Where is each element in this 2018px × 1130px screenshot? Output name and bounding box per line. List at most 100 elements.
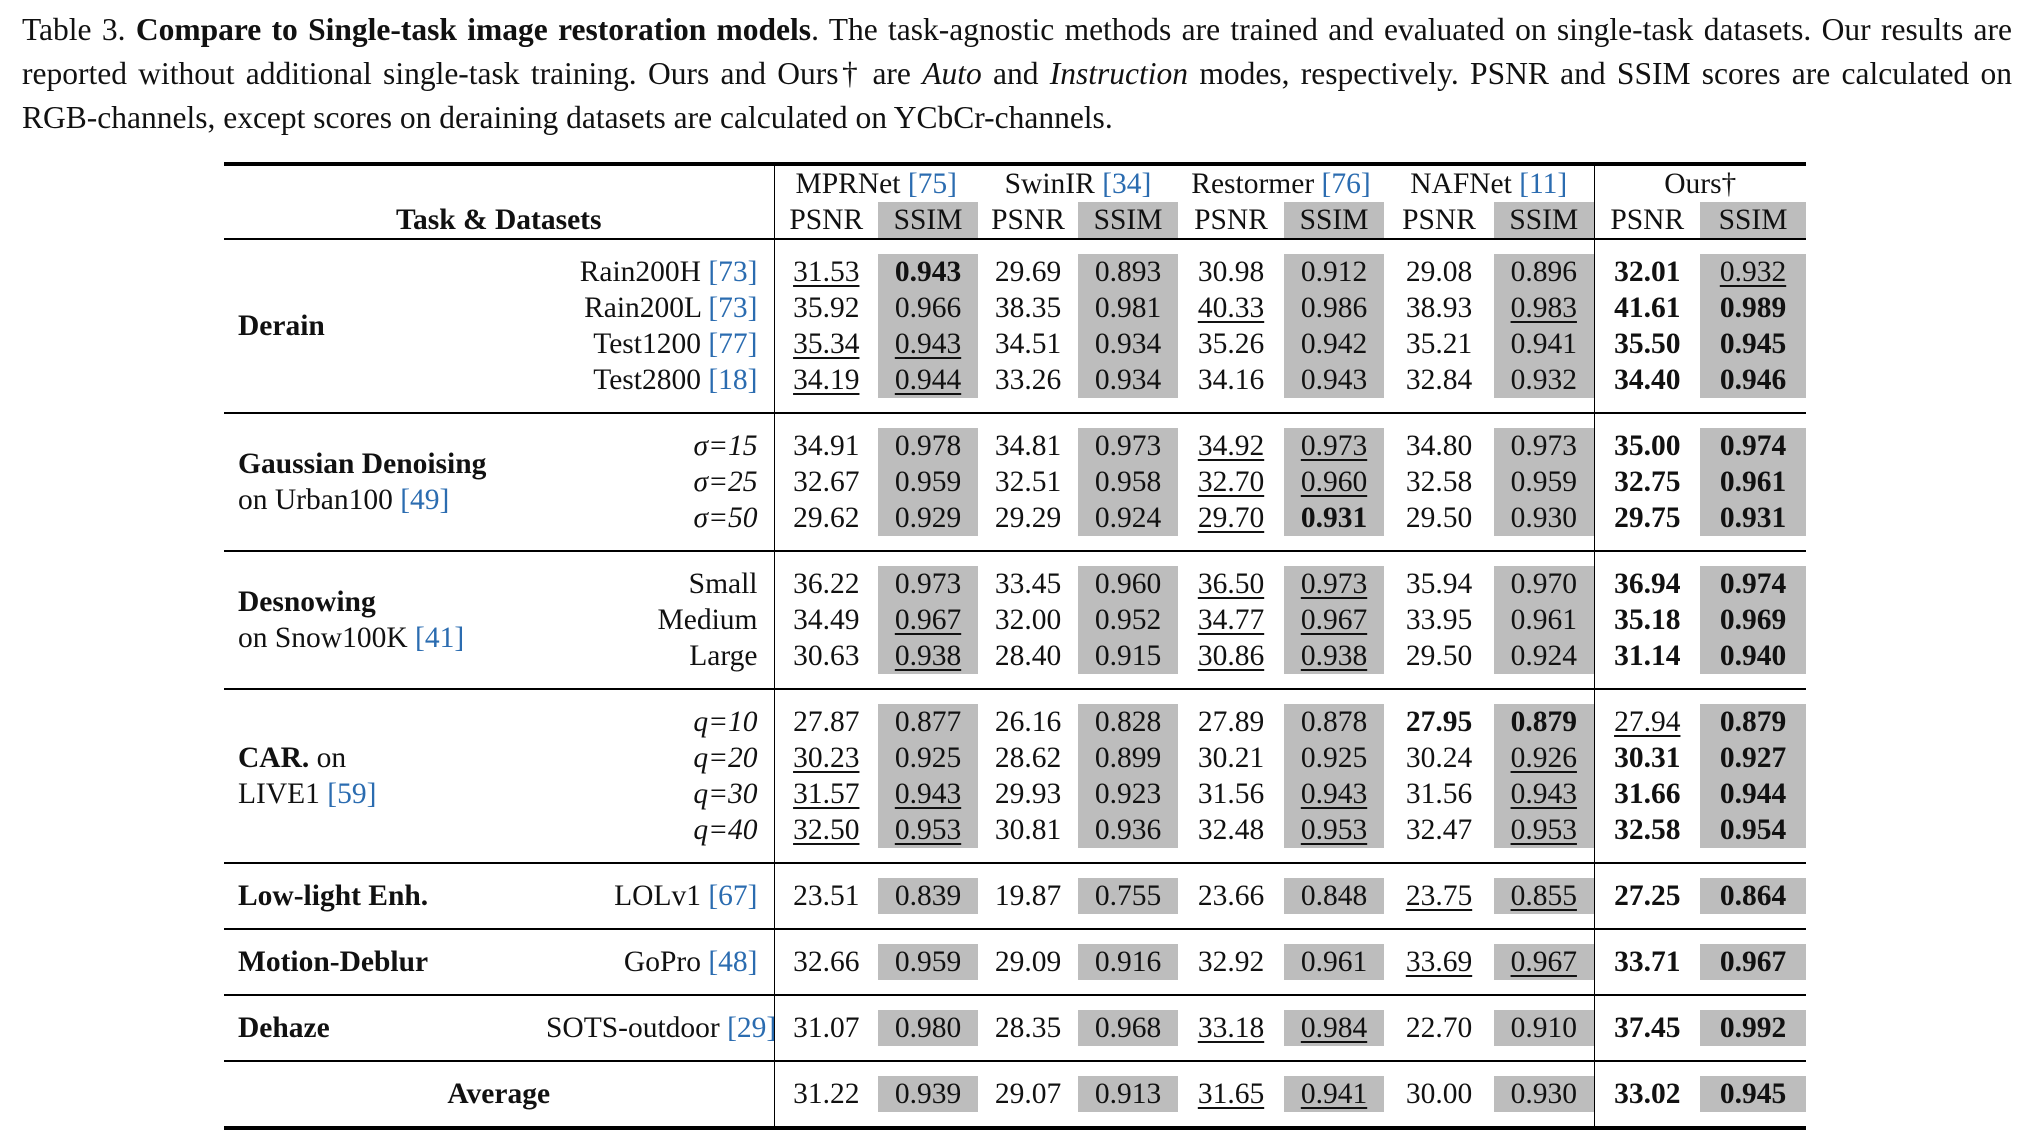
ssim-cell: 0.893 <box>1078 254 1178 290</box>
psnr-cell: 40.33 <box>1178 290 1284 326</box>
ssim-cell: 0.973 <box>878 566 978 602</box>
ssim-cell: 0.973 <box>1078 428 1178 464</box>
ssim-value: 0.961 <box>1719 466 1787 498</box>
psnr-value: 19.87 <box>994 880 1062 912</box>
table-row: Test1200 [77] 35.34 0.943 34.51 0.934 35.26 0.… <box>224 326 1806 362</box>
psnr-cell: 31.22 <box>774 1076 878 1112</box>
group-gap-bottom <box>224 914 1806 929</box>
dataset-name: Small <box>688 568 758 600</box>
psnr-value: 34.19 <box>793 364 860 396</box>
dataset-ref: [73] <box>708 256 758 288</box>
ssim-cell: 0.967 <box>1700 944 1806 980</box>
dataset-cell: Medium <box>546 602 775 638</box>
ssim-cell: 0.944 <box>1700 776 1806 812</box>
ssim-value: 0.973 <box>894 568 962 600</box>
psnr-cell: 27.95 <box>1384 704 1494 740</box>
ssim-cell: 0.877 <box>878 704 978 740</box>
model-name: MPRNet <box>795 168 908 200</box>
task-title-line: Motion-Deblur <box>238 944 546 980</box>
psnr-cell: 31.65 <box>1178 1076 1284 1112</box>
psnr-value: 31.56 <box>1197 778 1265 810</box>
task-name: Gaussian Denoising <box>238 448 487 480</box>
gap-cell <box>224 996 546 1010</box>
ssim-cell: 0.973 <box>1284 566 1384 602</box>
table-row: Rain200L [73] 35.92 0.966 38.35 0.981 40.33 0.… <box>224 290 1806 326</box>
group-gap-top <box>224 690 1806 704</box>
ssim-cell: 0.961 <box>1494 602 1594 638</box>
ssim-cell: 0.896 <box>1494 254 1594 290</box>
psnr-value: 29.93 <box>994 778 1062 810</box>
table-row: σ=50 29.62 0.929 29.29 0.924 29.70 0.931 29.50 0… <box>224 500 1806 536</box>
psnr-value: 35.21 <box>1405 328 1473 360</box>
ssim-cell: 0.929 <box>878 500 978 536</box>
ssim-cell: 0.755 <box>1078 878 1178 914</box>
ssim-value: 0.929 <box>894 502 962 534</box>
psnr-cell: 33.69 <box>1384 944 1494 980</box>
ssim-cell: 0.981 <box>1078 290 1178 326</box>
ssim-value: 0.936 <box>1094 814 1162 846</box>
psnr-cell: 34.80 <box>1384 428 1494 464</box>
ssim-value: 0.968 <box>1094 1012 1162 1044</box>
psnr-value: 35.50 <box>1614 328 1681 360</box>
dataset-ref: [73] <box>708 292 758 324</box>
ssim-value: 0.960 <box>1300 466 1368 498</box>
psnr-value: 40.33 <box>1197 292 1265 324</box>
dataset-cell: GoPro [48] <box>546 944 775 980</box>
ssim-value: 0.958 <box>1094 466 1162 498</box>
ssim-value: 0.893 <box>1094 256 1162 288</box>
psnr-label: PSNR <box>789 204 864 236</box>
psnr-cell: 30.00 <box>1384 1076 1494 1112</box>
ssim-value: 0.932 <box>1510 364 1577 396</box>
model-header: Ours† <box>1593 166 1806 202</box>
task-subtitle-line: on Snow100K [41] <box>238 620 546 656</box>
table-row: q=20 30.23 0.925 28.62 0.899 30.21 0.925 30.24 0… <box>224 740 1806 776</box>
ssim-value: 0.910 <box>1510 1012 1577 1044</box>
ssim-cell: 0.839 <box>878 878 978 914</box>
ssim-cell: 0.941 <box>1494 326 1594 362</box>
dataset-ref: [18] <box>708 364 758 396</box>
task-name-cell: Motion-Deblur <box>224 944 546 980</box>
group-gap-top <box>224 414 1806 428</box>
task-subtitle: on Snow100K <box>238 622 416 654</box>
dataset-cell: Test1200 [77] <box>546 326 775 362</box>
psnr-value: 32.84 <box>1405 364 1473 396</box>
model-header: MPRNet [75] <box>774 166 978 202</box>
table-row: Desnowing on Snow100K [41] Small 36.22 0.973… <box>224 566 1806 654</box>
gap-sep-cell <box>546 996 775 1010</box>
psnr-cell: 35.50 <box>1593 326 1700 362</box>
ssim-cell: 0.959 <box>878 944 978 980</box>
model-ref: [34] <box>1102 168 1152 200</box>
gap-cell <box>1593 848 1806 863</box>
ssim-cell: 0.938 <box>1284 638 1384 674</box>
dataset-name: GoPro <box>623 946 709 978</box>
psnr-cell: 34.49 <box>774 602 878 638</box>
ssim-label: SSIM <box>1093 204 1163 236</box>
psnr-value: 29.69 <box>994 256 1062 288</box>
task-title-line: Dehaze <box>238 1010 546 1046</box>
psnr-cell: 32.01 <box>1593 254 1700 290</box>
ssim-value: 0.939 <box>894 1078 962 1110</box>
header-metrics-row: PSNR SSIM PSNR SSIM PSNR SSIM PSNR SSIM PSNR SSIM <box>224 202 1806 239</box>
task-ref: [49] <box>400 484 450 516</box>
psnr-value: 27.89 <box>1197 706 1265 738</box>
dataset-cell: q=10 <box>546 704 775 740</box>
psnr-value: 30.31 <box>1614 742 1681 774</box>
psnr-cell: 29.75 <box>1593 500 1700 536</box>
psnr-value: 36.50 <box>1197 568 1265 600</box>
ssim-cell: 0.943 <box>1284 362 1384 398</box>
gap-cell <box>1593 240 1806 254</box>
table-row: Medium 34.49 0.967 32.00 0.952 34.77 0.967 33.9… <box>224 602 1806 638</box>
ssim-cell: 0.989 <box>1700 290 1806 326</box>
psnr-cell: 31.66 <box>1593 776 1700 812</box>
ssim-cell: 0.966 <box>878 290 978 326</box>
dataset-ref: [67] <box>708 880 758 912</box>
group-gap-top <box>224 552 1806 566</box>
ssim-cell: 0.878 <box>1284 704 1384 740</box>
psnr-value: 34.81 <box>994 430 1062 462</box>
gap-cell <box>774 414 1594 428</box>
psnr-cell: 34.40 <box>1593 362 1700 398</box>
psnr-cell: 30.81 <box>978 812 1078 848</box>
psnr-cell: 23.66 <box>1178 878 1284 914</box>
ssim-cell: 0.945 <box>1700 1076 1806 1112</box>
psnr-value: 34.51 <box>994 328 1062 360</box>
